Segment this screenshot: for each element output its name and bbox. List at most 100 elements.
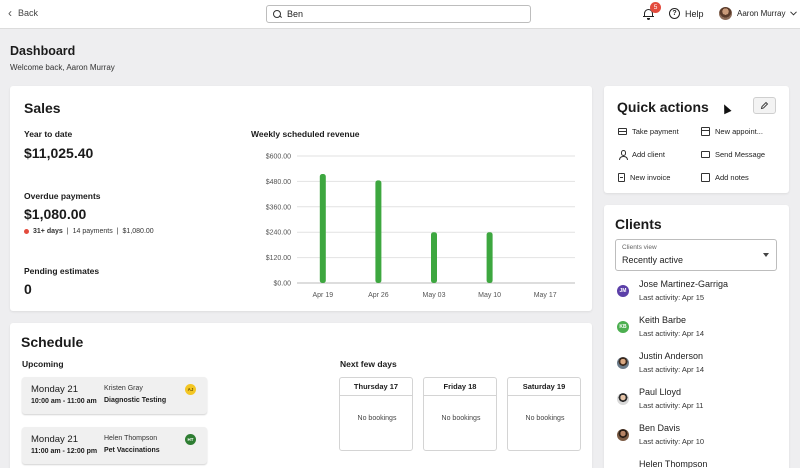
user-menu[interactable]: Aaron Murray: [719, 7, 798, 20]
client-last-activity: Last activity: Apr 15: [639, 293, 705, 302]
client-name: Ben Davis: [639, 423, 681, 433]
client-name: Jose Martinez-Garriga: [639, 279, 729, 289]
search-icon: [273, 9, 282, 19]
action-label: New invoice: [630, 173, 671, 182]
client-avatar: [617, 429, 629, 441]
client-avatar: [617, 357, 629, 369]
x-tick-label: May 17: [534, 292, 557, 299]
clients-view-label: Clients view: [622, 244, 657, 251]
client-item[interactable]: JM Jose Martinez-Garriga Last activity: …: [617, 279, 782, 309]
user-name: Aaron Murray: [737, 9, 786, 18]
help-label: Help: [685, 8, 704, 19]
client-last-activity: Last activity: Apr 14: [639, 329, 705, 338]
action-label: Take payment: [632, 127, 679, 136]
client-last-activity: Last activity: Apr 11: [639, 401, 704, 410]
help-icon: ?: [669, 8, 680, 19]
ytd-value: $11,025.40: [24, 145, 94, 161]
appointment-card[interactable]: Monday 21 10:00 am - 11:00 am Kristen Gr…: [22, 377, 207, 414]
client-avatar: KB: [617, 321, 629, 333]
pending-label: Pending estimates: [24, 266, 100, 276]
client-name: Helen Thompson: [639, 459, 708, 468]
search-input[interactable]: [287, 9, 507, 19]
staff-avatar: HT: [185, 434, 196, 445]
client-item[interactable]: Ben Davis Last activity: Apr 10: [617, 423, 782, 453]
client-name: Keith Barbe: [639, 315, 687, 325]
message-icon: [701, 151, 710, 158]
notes-icon: [701, 173, 710, 182]
client-item[interactable]: KB Keith Barbe Last activity: Apr 14: [617, 315, 782, 345]
bar: [431, 232, 437, 283]
y-tick-label: $120.00: [266, 255, 291, 262]
day-column-friday[interactable]: Friday 18 No bookings: [423, 377, 497, 451]
appointment-service: Diagnostic Testing: [104, 397, 167, 404]
card-icon: [618, 128, 627, 135]
notification-badge: 5: [650, 2, 661, 13]
bar: [486, 232, 493, 283]
next-days-label: Next few days: [340, 359, 397, 369]
day-column-thursday[interactable]: Thursday 17 No bookings: [339, 377, 413, 451]
sales-title: Sales: [24, 100, 61, 116]
day-name: Saturday 19: [508, 378, 580, 396]
client-name: Paul Lloyd: [639, 387, 682, 397]
new-invoice-action[interactable]: New invoice: [618, 173, 670, 182]
welcome-text: Welcome back, Aaron Murray: [10, 63, 115, 72]
clients-view-select[interactable]: Clients view Recently active: [615, 239, 777, 271]
overdue-dot-icon: [24, 229, 29, 234]
overdue-value: $1,080.00: [24, 206, 87, 222]
appointment-time: 10:00 am - 11:00 am: [31, 398, 97, 405]
new-appointment-action[interactable]: New appoint...: [701, 127, 763, 136]
appointment-service: Pet Vaccinations: [104, 447, 160, 454]
overdue-amount: $1,080.00: [122, 228, 154, 235]
overdue-days: 31+ days: [33, 228, 63, 235]
action-label: New appoint...: [715, 127, 763, 136]
y-tick-label: $360.00: [266, 204, 291, 211]
top-bar: ‹ Back 5 ? Help Aaron Murray: [0, 0, 800, 29]
appointment-day: Monday 21: [31, 384, 79, 395]
pending-value: 0: [24, 281, 32, 297]
client-item[interactable]: Justin Anderson Last activity: Apr 14: [617, 351, 782, 381]
page-title: Dashboard: [10, 44, 76, 58]
back-label: Back: [18, 8, 39, 18]
day-status: No bookings: [441, 415, 481, 422]
day-name: Thursday 17: [340, 378, 412, 396]
add-client-action[interactable]: Add client: [618, 150, 665, 160]
add-notes-action[interactable]: Add notes: [701, 173, 749, 182]
appointment-card[interactable]: Monday 21 11:00 am - 12:00 pm Helen Thom…: [22, 427, 207, 464]
y-tick-label: $480.00: [266, 179, 291, 186]
appointment-client: Helen Thompson: [104, 435, 158, 442]
schedule-card: Schedule Upcoming Monday 21 10:00 am - 1…: [10, 323, 592, 468]
quick-actions-card: Quick actions Take payment New appoint..…: [604, 86, 789, 193]
y-tick-label: $0.00: [273, 281, 291, 288]
overdue-count: 14 payments: [72, 228, 113, 235]
clients-title: Clients: [615, 216, 662, 232]
chevron-down-icon: [790, 11, 798, 16]
clients-card: Clients Clients view Recently active JM …: [604, 205, 789, 468]
overdue-label: Overdue payments: [24, 191, 101, 201]
overdue-meta: 31+ days | 14 payments | $1,080.00: [24, 228, 154, 235]
meta-separator: |: [66, 228, 69, 235]
pencil-icon: [760, 101, 769, 110]
chart-title: Weekly scheduled revenue: [251, 129, 360, 139]
staff-avatar: AJ: [185, 384, 196, 395]
back-button[interactable]: ‹ Back: [8, 7, 39, 19]
send-message-action[interactable]: Send Message: [701, 150, 765, 159]
client-item[interactable]: Helen Thompson: [617, 459, 782, 468]
client-item[interactable]: Paul Lloyd Last activity: Apr 11: [617, 387, 782, 417]
search-box[interactable]: [266, 5, 531, 23]
help-button[interactable]: ? Help: [669, 8, 704, 19]
schedule-title: Schedule: [21, 334, 84, 350]
appointment-client: Kristen Gray: [104, 385, 143, 392]
edit-quick-actions-button[interactable]: [753, 97, 776, 114]
x-tick-label: May 03: [423, 292, 446, 299]
day-column-saturday[interactable]: Saturday 19 No bookings: [507, 377, 581, 451]
sales-card: Sales Year to date $11,025.40 Overdue pa…: [10, 86, 592, 311]
action-label: Add notes: [715, 173, 749, 182]
revenue-chart: $0.00 $120.00 $240.00 $360.00 $480.00 $600.00…: [266, 154, 575, 299]
client-last-activity: Last activity: Apr 14: [639, 365, 705, 374]
take-payment-action[interactable]: Take payment: [618, 127, 679, 136]
caret-down-icon: [763, 253, 769, 257]
bell-icon[interactable]: [643, 7, 655, 20]
action-label: Add client: [632, 150, 665, 159]
bar: [319, 173, 326, 283]
x-tick-label: May 10: [478, 292, 501, 299]
